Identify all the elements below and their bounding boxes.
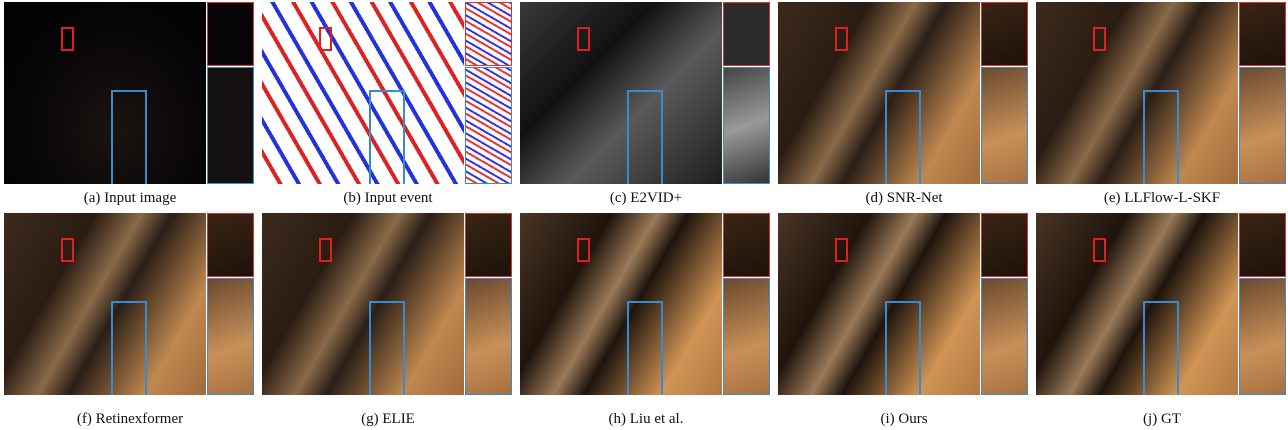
inset-top [1239, 2, 1286, 66]
inset-bottom [723, 278, 770, 395]
result-image [4, 213, 206, 395]
red-box [835, 238, 848, 262]
red-box [319, 27, 332, 51]
blue-box [627, 90, 663, 184]
inset-bottom [723, 67, 770, 184]
blue-box [1143, 301, 1179, 395]
result-image [778, 213, 980, 395]
result-image [1036, 213, 1238, 395]
inset-top [207, 2, 254, 66]
caption: (j) GT [1036, 411, 1288, 428]
inset-bottom [207, 278, 254, 395]
result-image [262, 213, 464, 395]
blue-box [111, 90, 147, 184]
inset-top [723, 213, 770, 277]
blue-box [111, 301, 147, 395]
caption: (d) SNR-Net [778, 190, 1030, 207]
inset-top [1239, 213, 1286, 277]
inset-bottom [207, 67, 254, 184]
red-box [1093, 238, 1106, 262]
red-box [835, 27, 848, 51]
blue-box [627, 301, 663, 395]
result-image [262, 2, 464, 184]
result-image [4, 2, 206, 184]
inset-top [723, 2, 770, 66]
result-image [1036, 2, 1238, 184]
result-image [520, 2, 722, 184]
blue-box [1143, 90, 1179, 184]
blue-box [369, 90, 405, 184]
red-box [577, 238, 590, 262]
inset-top [465, 2, 512, 66]
inset-top [207, 213, 254, 277]
blue-box [885, 90, 921, 184]
caption: (a) Input image [4, 190, 256, 207]
inset-bottom [465, 278, 512, 395]
caption: (f) Retinexformer [4, 411, 256, 428]
red-box [61, 238, 74, 262]
caption: (h) Liu et al. [520, 411, 772, 428]
inset-bottom [981, 67, 1028, 184]
caption: (i) Ours [778, 411, 1030, 428]
inset-top [981, 2, 1028, 66]
inset-top [465, 213, 512, 277]
result-image [778, 2, 980, 184]
inset-bottom [981, 278, 1028, 395]
blue-box [885, 301, 921, 395]
caption: (b) Input event [262, 190, 514, 207]
caption: (g) ELIE [262, 411, 514, 428]
red-box [577, 27, 590, 51]
inset-bottom [465, 67, 512, 184]
figure: (a) Input image (b) Input event (c) E2VID+… [0, 0, 1288, 430]
caption: (e) LLFlow-L-SKF [1036, 190, 1288, 207]
inset-bottom [1239, 67, 1286, 184]
result-image [520, 213, 722, 395]
inset-bottom [1239, 278, 1286, 395]
red-box [61, 27, 74, 51]
caption: (c) E2VID+ [520, 190, 772, 207]
inset-top [981, 213, 1028, 277]
blue-box [369, 301, 405, 395]
red-box [1093, 27, 1106, 51]
red-box [319, 238, 332, 262]
